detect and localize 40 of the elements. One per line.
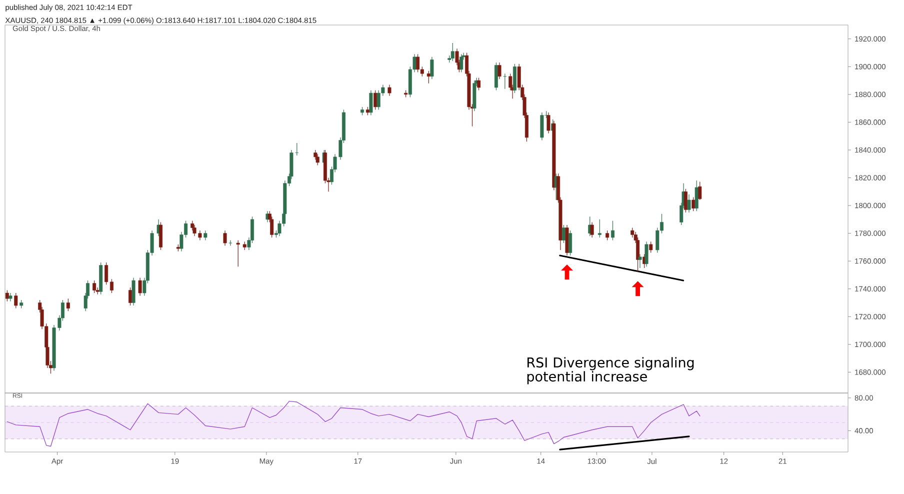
candlestick: [138, 277, 142, 296]
candlestick: [92, 280, 96, 294]
candlestick: [512, 64, 516, 94]
candlestick: [568, 230, 572, 256]
candlestick: [644, 241, 648, 267]
candlestick: [649, 241, 653, 254]
candlestick: [66, 298, 70, 312]
candlestick: [590, 222, 594, 238]
candlestick: [369, 90, 373, 116]
candlestick: [694, 180, 698, 212]
candlestick: [684, 188, 688, 213]
candlestick: [430, 56, 434, 80]
candlestick: [692, 196, 696, 212]
candlestick: [498, 62, 502, 80]
candlestick: [638, 254, 642, 268]
candlestick: [698, 181, 702, 200]
candlestick: [598, 219, 602, 238]
candlestick: [204, 230, 208, 241]
candlestick: [14, 292, 18, 309]
candlestick: [374, 90, 378, 110]
candlestick: [110, 278, 114, 294]
candlestick: [104, 262, 108, 285]
candlestick: [236, 240, 240, 267]
candlestick: [223, 230, 227, 246]
candlestick: [606, 230, 610, 241]
candlestick: [540, 112, 544, 141]
candlestick: [388, 84, 392, 96]
candlestick: [416, 54, 420, 73]
candlestick: [687, 194, 691, 213]
candlestick: [8, 292, 12, 302]
candlestick: [5, 290, 9, 302]
annotation: RSI Divergence signaling potential increase: [527, 357, 694, 384]
candlestick: [228, 240, 232, 246]
candlestick: [611, 220, 614, 241]
line-series: [6, 400, 700, 447]
candlestick: [316, 154, 320, 166]
candlestick: [132, 277, 136, 306]
candlestick: [159, 222, 162, 250]
candlestick: [494, 62, 498, 91]
candlestick: [450, 42, 454, 62]
